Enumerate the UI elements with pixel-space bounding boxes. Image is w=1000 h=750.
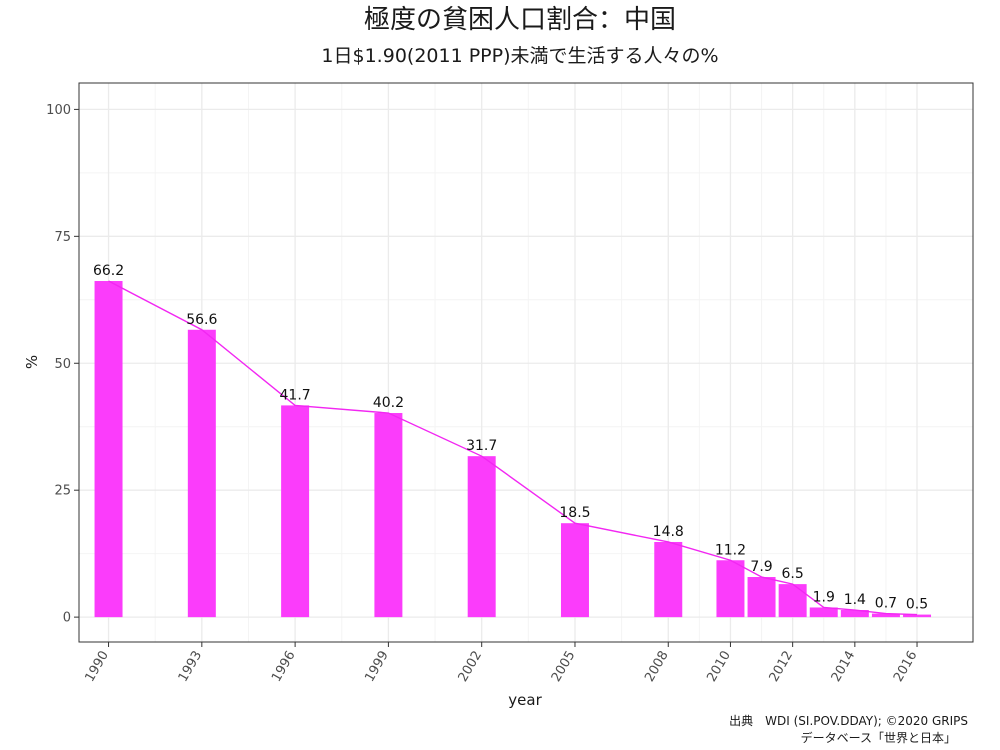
plot-panel xyxy=(78,82,974,643)
x-axis-ticks: 1990 1993 1996 1999 2002 2005 2008 2010 2012 2014… xyxy=(82,642,920,685)
bar xyxy=(809,607,838,618)
data-label: 0.5 xyxy=(906,597,928,613)
y-tick-label: 75 xyxy=(54,230,71,245)
y-tick-label: 0 xyxy=(63,611,71,626)
x-tick-label: 2008 xyxy=(642,649,672,685)
chart-subtitle: 1日$1.90(2011 PPP)未満で生活する人々の% xyxy=(321,45,718,67)
y-tick-label: 25 xyxy=(54,484,71,499)
trend-line xyxy=(108,280,918,616)
bar xyxy=(187,329,216,618)
source-line-2: データベース「世界と日本」 xyxy=(801,730,956,745)
data-label: 14.8 xyxy=(653,524,684,540)
x-tick-label: 1999 xyxy=(362,649,392,685)
bar xyxy=(871,613,900,618)
x-tick-label: 2014 xyxy=(829,649,859,685)
data-label: 41.7 xyxy=(280,387,311,403)
source-line-1: 出典 WDI (SI.POV.DDAY); ©2020 GRIPS xyxy=(729,714,968,728)
bar xyxy=(281,405,310,618)
data-label: 56.6 xyxy=(186,312,217,328)
bar xyxy=(840,610,869,618)
x-tick-label: 2016 xyxy=(891,649,921,685)
data-label: 18.5 xyxy=(559,505,590,521)
data-labels: 66.2 56.6 41.7 40.2 31.7 18.5 14.8 11.27.9 6.5 1.… xyxy=(93,263,928,613)
y-axis-ticks: 0 25 50 75 100 xyxy=(46,103,79,626)
x-tick-label: 1990 xyxy=(82,649,112,685)
x-tick-label: 2002 xyxy=(456,649,486,685)
bar xyxy=(654,541,683,618)
y-tick-label: 100 xyxy=(46,103,71,118)
data-label: 7.9 xyxy=(750,559,772,575)
bar xyxy=(903,614,932,618)
bars xyxy=(94,281,932,618)
bar xyxy=(94,281,123,618)
trend-line-path xyxy=(108,280,918,616)
data-label: 66.2 xyxy=(93,263,124,279)
bar xyxy=(747,577,776,618)
x-tick-label: 2010 xyxy=(704,649,734,685)
x-tick-label: 1996 xyxy=(269,649,299,685)
chart-title: 極度の貧困人口割合：中国 xyxy=(364,5,676,35)
bar xyxy=(374,413,403,618)
x-tick-label: 2012 xyxy=(767,649,797,685)
bar xyxy=(560,523,589,618)
x-axis-label: year xyxy=(508,691,542,709)
y-axis-label: % xyxy=(23,355,41,369)
x-tick-label: 1993 xyxy=(176,649,206,685)
x-tick-label: 2005 xyxy=(549,649,579,685)
bar xyxy=(778,584,807,618)
data-label: 40.2 xyxy=(373,395,404,411)
data-label: 1.9 xyxy=(813,589,835,605)
data-label: 31.7 xyxy=(466,438,497,454)
data-label: 6.5 xyxy=(782,566,804,582)
bar xyxy=(467,456,496,618)
data-label: 1.4 xyxy=(844,592,866,608)
data-label: 11.2 xyxy=(715,542,746,558)
data-label: 0.7 xyxy=(875,596,897,612)
bar xyxy=(716,560,745,618)
y-tick-label: 50 xyxy=(54,357,71,372)
